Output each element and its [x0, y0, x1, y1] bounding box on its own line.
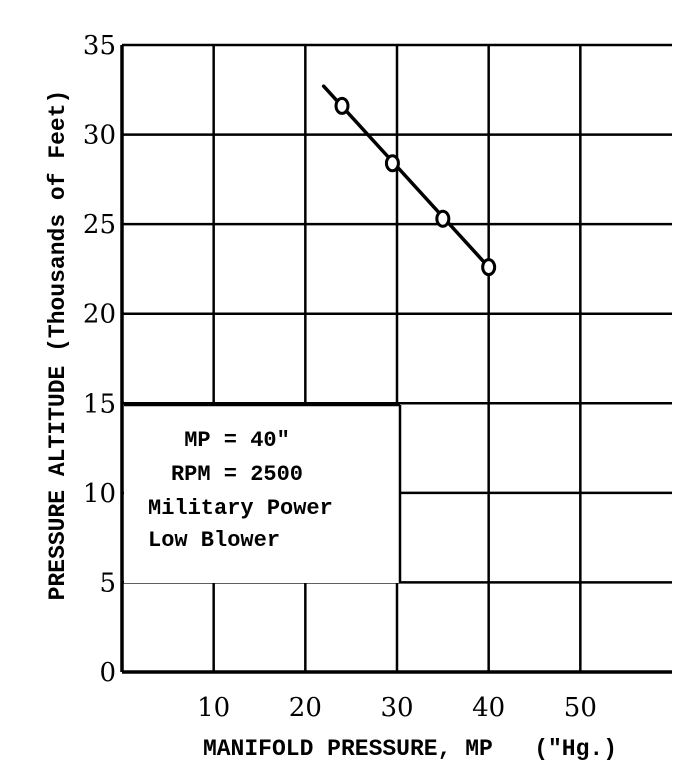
y-tick-label: 25 [83, 210, 116, 240]
annotation: MP = 40" RPM = 2500 Military Power Low Blow… [124, 403, 402, 583]
y-tick-label: 35 [83, 31, 116, 61]
x-tick-label: 50 [564, 693, 597, 723]
y-tick-label: 30 [83, 121, 116, 151]
x-tick-label: 30 [380, 693, 413, 723]
data-point [384, 154, 400, 173]
annotation-line: Low Blower [148, 528, 280, 553]
series-line [321, 84, 491, 269]
y-tick-label: 20 [83, 300, 116, 330]
data-point [481, 258, 497, 277]
series [321, 84, 497, 277]
data-point [334, 96, 350, 115]
y-tick-label: 10 [83, 479, 116, 509]
data-point [435, 209, 451, 228]
y-tick-label: 5 [99, 568, 116, 598]
annotation-line: Military Power [148, 496, 333, 521]
x-tick-label: 10 [197, 693, 230, 723]
y-tick-label: 0 [99, 658, 116, 688]
annotation-box [124, 405, 400, 583]
tick-labels: 0 5 10 15 20 25 30 35 10 20 30 40 50 [83, 31, 597, 723]
x-tick-label: 40 [472, 693, 505, 723]
x-axis-label: MANIFOLD PRESSURE, MP ("Hg.) [203, 736, 617, 762]
y-axis-label: PRESSURE ALTITUDE (Thousands of Feet) [45, 90, 71, 601]
y-tick-label: 15 [83, 389, 116, 419]
annotation-line: RPM = 2500 [171, 462, 303, 487]
annotation-line: MP = 40" [184, 428, 290, 453]
x-tick-label: 20 [289, 693, 322, 723]
plot-frame [120, 43, 672, 674]
